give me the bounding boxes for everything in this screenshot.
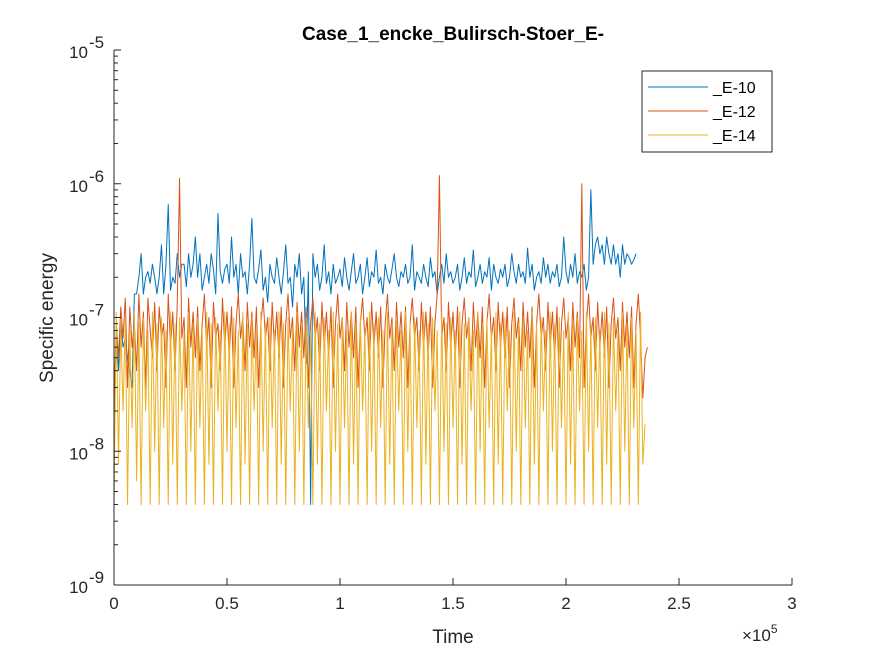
x-axis-multiplier: ×105: [742, 622, 778, 645]
legend: _E-10 _E-12 _E-14: [641, 70, 773, 153]
y-axis-label: Specific energy: [37, 253, 58, 383]
y-tick-exponent: -5: [89, 33, 104, 52]
x-tick-label: 2: [561, 594, 570, 613]
x-tick-label: 0.5: [215, 594, 239, 613]
x-tick-label: 2.5: [667, 594, 691, 613]
x-tick-label: 1.5: [441, 594, 465, 613]
x-tick-label: 3: [787, 594, 796, 613]
series-layer: [113, 175, 648, 505]
x-multiplier-base: ×10: [742, 626, 771, 645]
y-tick-label: 10: [69, 578, 88, 597]
series-line-1: [113, 189, 637, 505]
legend-label: _E-10: [712, 80, 756, 97]
series-line-3: [113, 311, 646, 505]
chart-title: Case_1_encke_Bulirsch-Stoer_E-: [302, 24, 604, 45]
y-tick-label: 10: [69, 311, 88, 330]
x-multiplier-exponent: 5: [771, 622, 778, 636]
y-tick-label: 10: [69, 444, 88, 463]
tick-labels: 0 0.5 1 1.5 2 2.5 310-910-810-710-610-5: [69, 33, 797, 613]
y-tick-exponent: -6: [89, 167, 104, 186]
y-tick-label: 10: [69, 177, 88, 196]
y-tick-exponent: -9: [89, 568, 104, 587]
legend-label: _E-12: [712, 104, 756, 121]
y-tick-label: 10: [69, 43, 88, 62]
axes: [113, 49, 793, 586]
y-tick-exponent: -8: [89, 434, 104, 453]
x-tick-label: 0: [109, 594, 118, 613]
legend-label: _E-14: [712, 128, 756, 145]
x-tick-label: 1: [335, 594, 344, 613]
x-axis-label: Time: [432, 627, 474, 648]
y-tick-exponent: -7: [89, 301, 104, 320]
